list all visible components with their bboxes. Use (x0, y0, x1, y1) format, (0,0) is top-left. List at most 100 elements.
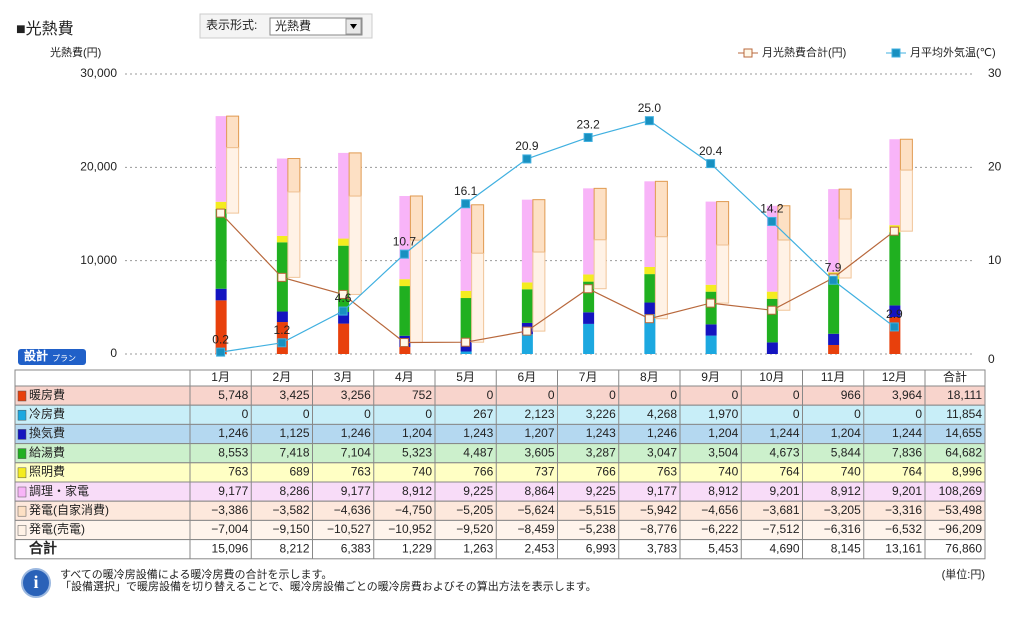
y2-tick-label: 30 (988, 66, 1002, 80)
column-header: 5月 (456, 370, 475, 384)
table-cell: 8,912 (402, 484, 432, 498)
bar-segment (766, 342, 778, 354)
table-cell: 3,504 (708, 445, 738, 459)
table-cell: 3,425 (279, 388, 309, 402)
data-label: 7.9 (825, 260, 842, 274)
table-cell: −5,238 (579, 522, 616, 536)
generation-segment (593, 239, 607, 290)
table-cell: 6,383 (341, 541, 371, 555)
table-cell: 8,286 (279, 484, 309, 498)
table-cell: 737 (534, 465, 554, 479)
table-row (14, 462, 986, 483)
data-label: 2.9 (886, 307, 903, 321)
data-label: 1.2 (274, 323, 291, 337)
generation-segment (471, 204, 485, 254)
table-cell: 740 (841, 465, 861, 479)
table-total: 14,655 (945, 426, 982, 440)
table-total: 108,269 (939, 484, 983, 498)
y-tick-label: 10,000 (80, 253, 117, 267)
table-cell: 3,287 (586, 445, 616, 459)
table-cell: 9,225 (463, 484, 493, 498)
bar-segment (460, 290, 472, 299)
table-cell: 0 (303, 407, 310, 421)
table-cell: −3,582 (272, 503, 309, 517)
bar-segment (889, 305, 901, 318)
row-label: 合計 (29, 540, 57, 556)
row-label: 発電(自家消費) (29, 502, 109, 517)
line-marker (706, 159, 716, 169)
table-cell: 9,177 (647, 484, 677, 498)
table-cell: 766 (596, 465, 616, 479)
bar-segment (583, 274, 595, 282)
table-row (14, 539, 986, 560)
table-cell: 0 (915, 407, 922, 421)
bar-segment (338, 152, 350, 239)
column-header: 7月 (579, 370, 598, 384)
bar-segment (338, 245, 350, 312)
row-swatch (17, 505, 27, 517)
table-cell: −6,316 (824, 522, 861, 536)
table-cell: 7,836 (892, 445, 922, 459)
column-header: 合計 (943, 369, 967, 384)
bar-segment (399, 286, 411, 336)
table-cell: 763 (228, 465, 248, 479)
generation-segment (716, 244, 730, 304)
plan-badge-text: 設計 (24, 348, 48, 363)
table-cell: 5,453 (708, 541, 738, 555)
table-cell: −6,532 (885, 522, 922, 536)
generation-segment (716, 201, 730, 246)
data-label: 0.2 (212, 332, 229, 346)
generation-segment (654, 236, 668, 320)
column-header: 8月 (640, 370, 659, 384)
row-label: 暖房費 (29, 387, 65, 402)
row-swatch (17, 429, 27, 440)
table-cell: 9,177 (341, 484, 371, 498)
table-cell: −9,150 (272, 522, 309, 536)
generation-segment (348, 195, 362, 295)
line-marker (706, 298, 716, 308)
format-select[interactable] (269, 17, 363, 36)
bar-segment (828, 344, 840, 354)
generation-segment (593, 187, 607, 241)
table-cell: 763 (657, 465, 677, 479)
format-value: 光熱費 (275, 18, 311, 33)
table-cell: 9,225 (586, 484, 616, 498)
table-cell: 8,864 (524, 484, 554, 498)
table-cell: 0 (242, 407, 249, 421)
table-cell: −5,205 (456, 503, 493, 517)
column-header: 1月 (211, 370, 230, 384)
table-cell: 2,453 (524, 541, 554, 555)
row-label: 冷房費 (29, 406, 65, 421)
bar-segment (705, 284, 717, 292)
bar-segment (889, 317, 901, 354)
column-header: 11月 (821, 370, 845, 384)
table-cell: 15,096 (212, 541, 249, 555)
table-row (14, 385, 986, 406)
table-cell: 8,912 (708, 484, 738, 498)
table-cell: 13,161 (885, 541, 922, 555)
column-header: 4月 (395, 370, 414, 384)
bar-segment (521, 282, 533, 290)
table-cell: 1,125 (279, 426, 309, 440)
table-cell: 8,212 (279, 541, 309, 555)
generation-segment (654, 180, 668, 238)
table-cell: 0 (548, 388, 555, 402)
bar-segment (705, 291, 717, 325)
legend-marker (743, 48, 753, 58)
bar-segment (215, 201, 227, 209)
line-marker (522, 326, 532, 336)
bar-segment (215, 208, 227, 289)
line-marker (644, 314, 654, 324)
table-cell: 740 (412, 465, 432, 479)
line-marker (522, 154, 532, 164)
plan-badge (18, 349, 86, 365)
data-label: 23.2 (576, 118, 600, 132)
line-marker (889, 322, 899, 332)
table-cell: −3,316 (885, 503, 922, 517)
table-cell: 1,204 (831, 426, 861, 440)
table-cell: 0 (732, 388, 739, 402)
table-cell: 5,748 (218, 388, 248, 402)
bar-segment (644, 181, 656, 267)
bar-segment (276, 158, 288, 236)
table-cell: 8,553 (218, 445, 248, 459)
